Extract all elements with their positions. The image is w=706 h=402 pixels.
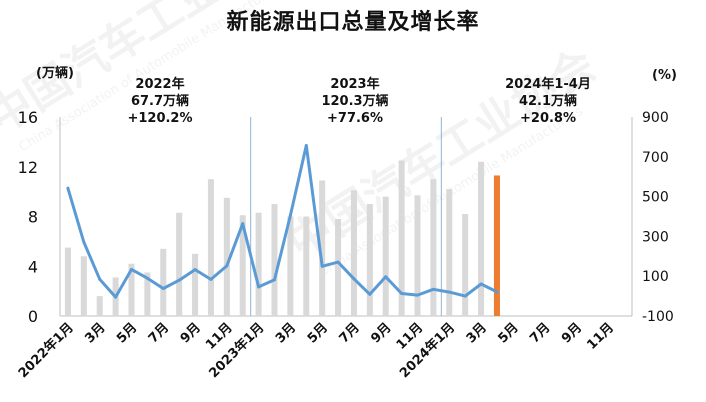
growth-point bbox=[114, 295, 118, 299]
growth-point bbox=[479, 282, 483, 286]
x-tick-label: 3月 bbox=[273, 320, 299, 346]
growth-point bbox=[352, 277, 356, 281]
annotation-2023: 2023年 120.3万辆 +77.6% bbox=[290, 76, 420, 127]
growth-point bbox=[130, 267, 133, 271]
growth-point bbox=[273, 278, 276, 282]
x-tick-label: 2022年1月 bbox=[15, 320, 77, 382]
bar bbox=[160, 248, 167, 316]
bar bbox=[478, 161, 485, 316]
growth-point bbox=[257, 285, 261, 289]
bar bbox=[96, 296, 103, 316]
growth-point bbox=[288, 213, 292, 217]
bar bbox=[366, 204, 373, 316]
growth-point bbox=[368, 292, 372, 296]
bar bbox=[192, 253, 199, 316]
growth-point bbox=[161, 287, 165, 291]
growth-point bbox=[304, 143, 308, 147]
bar bbox=[80, 256, 87, 316]
left-tick-label: 0 bbox=[28, 307, 38, 326]
bar bbox=[382, 196, 389, 316]
bar bbox=[430, 179, 437, 316]
x-tick-label: 9月 bbox=[178, 320, 204, 346]
bar bbox=[319, 180, 326, 316]
growth-line bbox=[66, 144, 499, 299]
growth-point bbox=[225, 264, 229, 268]
annotation-total: 42.1万辆 bbox=[518, 94, 578, 109]
right-tick-label: -100 bbox=[642, 309, 674, 325]
bar bbox=[207, 179, 214, 316]
bar bbox=[128, 263, 135, 316]
left-axis-unit: (万辆) bbox=[36, 66, 74, 81]
bar bbox=[271, 204, 278, 316]
x-tick-label: 7月 bbox=[146, 320, 172, 346]
bar bbox=[287, 216, 294, 316]
left-tick-label: 4 bbox=[28, 257, 38, 276]
growth-point bbox=[145, 276, 149, 280]
annotation-total: 67.7万辆 bbox=[130, 94, 190, 109]
annotation-year: 2022年 bbox=[135, 77, 185, 92]
x-tick-label: 7月 bbox=[527, 320, 553, 346]
x-tick-label: 9月 bbox=[368, 320, 394, 346]
annotation-year: 2024年1-4月 bbox=[505, 77, 591, 92]
bar bbox=[335, 218, 342, 316]
right-axis-unit: (%) bbox=[652, 68, 677, 83]
growth-point bbox=[320, 264, 324, 268]
growth-point bbox=[384, 275, 388, 279]
bar bbox=[414, 195, 421, 316]
growth-point bbox=[431, 287, 435, 291]
bar bbox=[64, 247, 71, 316]
right-tick-label: 100 bbox=[642, 269, 669, 285]
x-tick-label: 5月 bbox=[114, 320, 140, 346]
growth-point bbox=[336, 260, 340, 264]
growth-point bbox=[447, 290, 451, 294]
x-tick-label: 3月 bbox=[82, 320, 108, 346]
x-tick-label: 3月 bbox=[464, 320, 490, 346]
x-tick-label: 11月 bbox=[584, 320, 617, 353]
bar bbox=[223, 197, 230, 316]
growth-point bbox=[98, 277, 102, 281]
x-tick-label: 5月 bbox=[495, 320, 521, 346]
x-tick-label: 9月 bbox=[559, 320, 585, 346]
annotation-total: 120.3万辆 bbox=[321, 94, 389, 109]
bar bbox=[350, 190, 357, 316]
left-tick-label: 8 bbox=[28, 208, 38, 227]
growth-point bbox=[495, 290, 499, 294]
bar bbox=[176, 212, 183, 316]
bar bbox=[398, 160, 405, 316]
bar bbox=[303, 216, 310, 316]
x-tick-label: 5月 bbox=[305, 320, 331, 346]
left-tick-label: 16 bbox=[18, 108, 38, 127]
annotation-2022: 2022年 67.7万辆 +120.2% bbox=[95, 76, 225, 127]
chart-title: 新能源出口总量及增长率 bbox=[226, 10, 480, 35]
right-tick-label: 700 bbox=[642, 150, 669, 166]
bar bbox=[144, 272, 151, 316]
growth-point bbox=[177, 278, 181, 282]
bar bbox=[446, 189, 453, 316]
growth-point bbox=[82, 240, 86, 244]
growth-point bbox=[209, 277, 213, 281]
growth-point bbox=[66, 186, 70, 190]
annotation-growth: +77.6% bbox=[327, 111, 383, 126]
bar bbox=[255, 212, 262, 316]
bar bbox=[462, 214, 469, 316]
x-tick-label: 7月 bbox=[337, 320, 363, 346]
bar-highlight bbox=[493, 175, 500, 316]
growth-point bbox=[416, 293, 419, 297]
growth-point bbox=[241, 222, 245, 226]
annotation-year: 2023年 bbox=[330, 77, 380, 92]
annotation-growth: +120.2% bbox=[127, 111, 193, 126]
growth-point bbox=[400, 292, 404, 296]
growth-point bbox=[463, 294, 467, 298]
right-tick-label: 900 bbox=[642, 110, 669, 126]
annotation-2024: 2024年1-4月 42.1万辆 +20.8% bbox=[478, 76, 618, 127]
growth-point bbox=[193, 268, 197, 272]
annotation-growth: +20.8% bbox=[520, 111, 576, 126]
bar bbox=[239, 215, 246, 316]
right-tick-label: 500 bbox=[642, 190, 669, 206]
right-tick-label: 300 bbox=[642, 229, 669, 245]
left-tick-label: 12 bbox=[18, 158, 38, 177]
